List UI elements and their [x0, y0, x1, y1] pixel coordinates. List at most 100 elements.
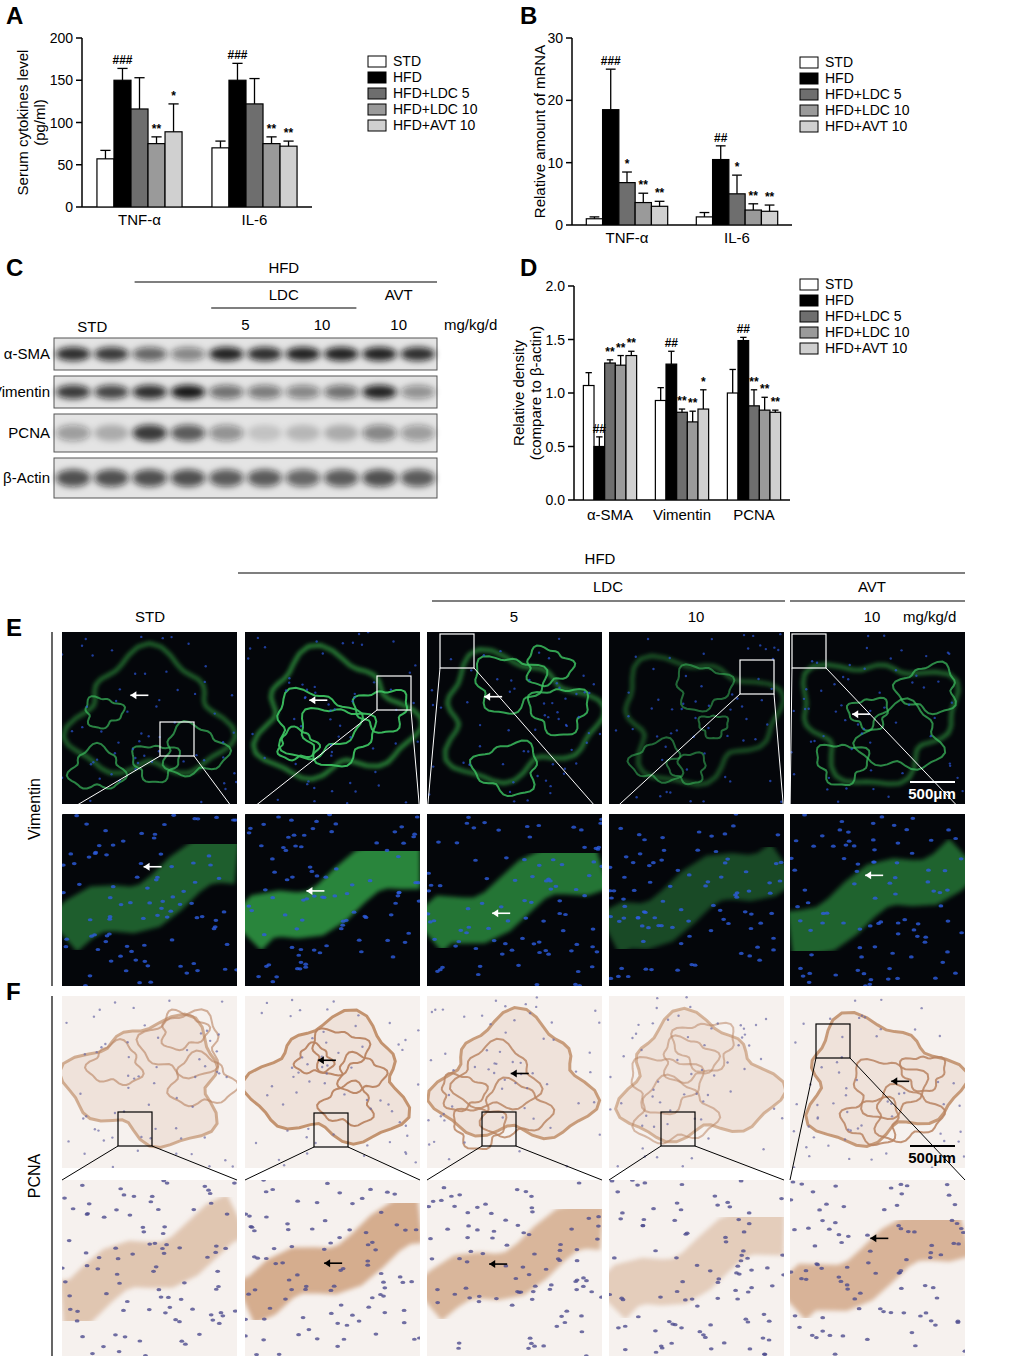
nucleus	[703, 1044, 705, 1046]
nucleus	[292, 1076, 294, 1078]
nucleus	[222, 756, 224, 758]
nucleus	[831, 845, 836, 848]
nucleus	[679, 1208, 684, 1211]
tissue	[475, 656, 547, 714]
bar	[148, 144, 165, 207]
nucleus	[205, 1256, 210, 1259]
error-cap	[585, 372, 591, 373]
band	[401, 469, 435, 487]
nucleus	[915, 675, 917, 677]
nucleus	[127, 1075, 129, 1077]
nucleus	[679, 1326, 684, 1329]
nucleus	[366, 1306, 371, 1309]
tissue	[790, 1234, 965, 1303]
band	[171, 425, 205, 442]
nucleus	[134, 673, 136, 675]
error-bar	[622, 172, 632, 183]
nucleus	[91, 654, 93, 656]
nucleus	[208, 1192, 213, 1195]
nucleus	[594, 1010, 596, 1012]
nucleus	[687, 873, 692, 876]
scale-bar-label: 500μm	[908, 1149, 956, 1166]
nucleus	[522, 858, 527, 861]
legend-swatch	[800, 311, 818, 322]
nucleus	[896, 1224, 901, 1227]
nucleus	[247, 831, 252, 834]
nucleus	[871, 822, 876, 825]
nucleus	[502, 1116, 504, 1118]
micrograph	[245, 632, 420, 804]
error-line	[271, 137, 272, 144]
group-label: HFD	[268, 259, 299, 276]
nucleus	[938, 1253, 943, 1256]
nucleus	[656, 735, 658, 737]
nucleus	[368, 1188, 373, 1191]
nucleus	[739, 1180, 744, 1183]
nucleus	[641, 940, 646, 943]
nucleus	[890, 952, 895, 955]
nucleus	[887, 795, 889, 797]
nucleus	[97, 1256, 102, 1259]
nucleus	[457, 1193, 462, 1196]
nucleus	[170, 636, 172, 638]
nucleus	[781, 1117, 783, 1119]
nucleus	[731, 693, 733, 695]
nucleus	[793, 1314, 798, 1317]
bar	[114, 80, 131, 207]
arrow-head	[309, 696, 315, 704]
bar	[749, 406, 760, 500]
nucleus	[836, 1061, 838, 1063]
nucleus	[486, 927, 491, 930]
nucleus	[901, 1311, 906, 1314]
nucleus	[198, 1058, 200, 1060]
dose-label: 10	[864, 608, 881, 625]
nucleus	[245, 1334, 248, 1337]
tissue	[85, 1039, 144, 1085]
band	[401, 385, 435, 399]
nucleus	[191, 861, 196, 864]
nucleus	[869, 978, 874, 981]
micrograph	[62, 996, 237, 1168]
nucleus	[141, 917, 146, 920]
nucleus	[593, 1101, 595, 1103]
nucleus	[483, 654, 485, 656]
error-cap	[716, 145, 726, 146]
nucleus	[562, 1321, 567, 1324]
nucleus	[493, 1072, 495, 1074]
nucleus	[716, 1281, 721, 1284]
nucleus	[148, 981, 153, 984]
nucleus	[160, 1247, 165, 1250]
inset-box	[792, 634, 826, 668]
nucleus	[442, 1008, 444, 1010]
error-cap	[655, 201, 665, 202]
nucleus	[180, 1137, 182, 1139]
nucleus	[813, 1244, 818, 1247]
error-bar	[151, 137, 161, 144]
chart-a: A050100150200Serum cytokines level(pg/ml…	[6, 2, 478, 228]
treatment-label: AVT	[385, 286, 413, 303]
nucleus	[680, 1280, 685, 1283]
nucleus	[324, 1082, 326, 1084]
nucleus	[331, 790, 333, 792]
nucleus	[309, 870, 314, 873]
nucleus	[342, 1338, 347, 1341]
y-tick-label: 0	[65, 199, 73, 215]
nucleus	[414, 664, 416, 666]
nucleus	[192, 817, 197, 820]
nucleus	[195, 916, 200, 919]
error-line	[237, 63, 238, 80]
nucleus	[739, 1254, 744, 1257]
error-cap	[607, 359, 613, 360]
nucleus	[370, 1296, 375, 1299]
significance: ###	[227, 48, 247, 62]
error-bar	[596, 437, 602, 447]
nucleus	[806, 901, 811, 904]
nucleus	[623, 1348, 628, 1351]
nucleus	[757, 959, 762, 962]
error-cap	[700, 389, 706, 390]
nucleus	[808, 929, 813, 932]
nucleus	[68, 852, 73, 855]
nucleus	[795, 905, 800, 908]
nucleus	[465, 1260, 470, 1263]
legend-swatch	[800, 105, 818, 116]
